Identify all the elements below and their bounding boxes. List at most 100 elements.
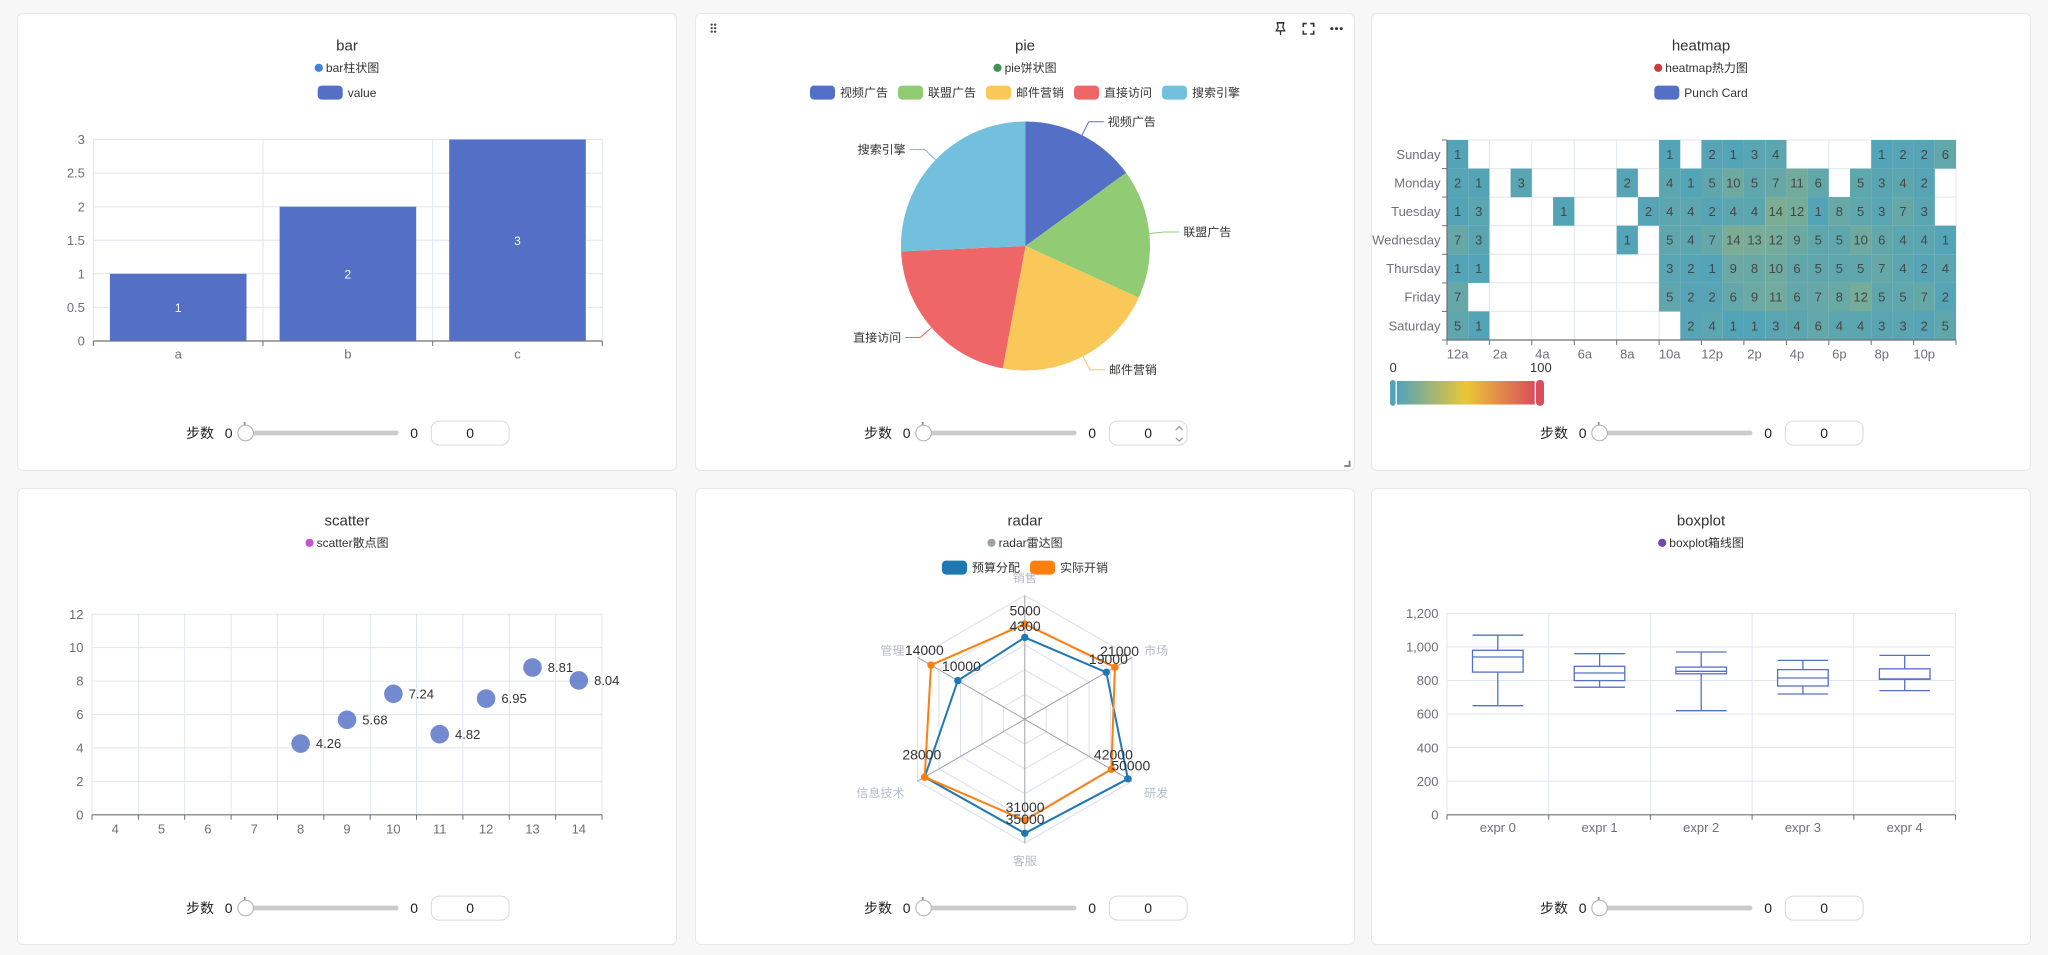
svg-text:1: 1 (1454, 147, 1461, 162)
svg-text:6: 6 (1815, 176, 1822, 191)
svg-text:10p: 10p (1913, 347, 1935, 362)
svg-text:1: 1 (1708, 261, 1715, 276)
svg-text:9: 9 (343, 821, 350, 836)
svg-text:4: 4 (1899, 176, 1906, 191)
svg-text:0: 0 (466, 900, 474, 916)
svg-text:10: 10 (1853, 233, 1867, 248)
svg-text:0: 0 (902, 425, 910, 441)
svg-text:0: 0 (1390, 360, 1397, 375)
svg-text:6.95: 6.95 (501, 691, 526, 706)
svg-text:8: 8 (1836, 290, 1843, 305)
svg-text:11: 11 (433, 821, 447, 836)
svg-text:1: 1 (1475, 176, 1482, 191)
svg-text:radar: radar (998, 536, 1026, 550)
svg-text:0: 0 (466, 425, 474, 441)
svg-text:expr 3: expr 3 (1785, 820, 1821, 835)
svg-text:6: 6 (76, 707, 83, 722)
svg-text:6: 6 (1793, 261, 1800, 276)
svg-text:11: 11 (1769, 290, 1783, 305)
svg-text:0: 0 (1579, 900, 1587, 916)
svg-text:2: 2 (1708, 204, 1715, 219)
svg-text:5: 5 (1454, 318, 1461, 333)
svg-text:1: 1 (1475, 318, 1482, 333)
svg-text:0: 0 (1088, 900, 1096, 916)
svg-text:10: 10 (1769, 261, 1783, 276)
svg-text:31000: 31000 (1005, 799, 1044, 815)
svg-text:3: 3 (1475, 204, 1482, 219)
svg-text:10: 10 (1726, 176, 1740, 191)
svg-text:2: 2 (1708, 290, 1715, 305)
svg-text:2: 2 (1899, 147, 1906, 162)
svg-text:35000: 35000 (1005, 810, 1044, 826)
svg-text:0: 0 (225, 900, 233, 916)
svg-text:2: 2 (1921, 261, 1928, 276)
svg-text:8p: 8p (1875, 347, 1889, 362)
svg-text:8: 8 (76, 673, 83, 688)
svg-text:6: 6 (1942, 147, 1949, 162)
svg-text:c: c (514, 347, 521, 362)
svg-text:12: 12 (1769, 233, 1783, 248)
svg-text:12: 12 (1790, 204, 1804, 219)
svg-text:heatmap: heatmap (1672, 38, 1730, 55)
svg-text:4.82: 4.82 (455, 726, 480, 741)
svg-text:1,200: 1,200 (1406, 606, 1439, 621)
svg-text:1: 1 (1454, 261, 1461, 276)
svg-text:3: 3 (1751, 147, 1758, 162)
svg-text:2: 2 (1942, 290, 1949, 305)
svg-text:9: 9 (1751, 290, 1758, 305)
svg-text:4: 4 (1730, 204, 1737, 219)
svg-text:10: 10 (386, 821, 400, 836)
svg-text:0: 0 (1764, 425, 1772, 441)
svg-text:6: 6 (1878, 233, 1885, 248)
svg-text:1,000: 1,000 (1406, 639, 1439, 654)
svg-text:6: 6 (1815, 318, 1822, 333)
svg-text:0: 0 (1088, 425, 1096, 441)
svg-text:0: 0 (1820, 900, 1828, 916)
svg-text:6p: 6p (1832, 347, 1846, 362)
svg-text:5: 5 (1857, 176, 1864, 191)
svg-text:1: 1 (1730, 318, 1737, 333)
svg-text:50000: 50000 (1111, 757, 1150, 773)
svg-text:5: 5 (158, 821, 165, 836)
svg-text:1: 1 (1730, 147, 1737, 162)
svg-text:4: 4 (1899, 261, 1906, 276)
svg-text:2: 2 (1708, 147, 1715, 162)
svg-text:2: 2 (1645, 204, 1652, 219)
svg-text:expr 4: expr 4 (1887, 820, 1923, 835)
svg-text:1: 1 (1624, 233, 1631, 248)
svg-text:4p: 4p (1790, 347, 1804, 362)
svg-text:3: 3 (1878, 318, 1885, 333)
svg-text:bar: bar (336, 38, 358, 55)
svg-text:14: 14 (1769, 204, 1783, 219)
svg-text:4: 4 (1666, 204, 1673, 219)
svg-text:5: 5 (1836, 233, 1843, 248)
svg-text:value: value (348, 86, 377, 100)
svg-text:21000: 21000 (1100, 642, 1139, 658)
svg-text:4.26: 4.26 (316, 736, 341, 751)
svg-text:28000: 28000 (902, 746, 941, 762)
svg-text:2: 2 (1687, 261, 1694, 276)
svg-text:14: 14 (1726, 233, 1740, 248)
svg-text:b: b (344, 347, 351, 362)
svg-text:7: 7 (1878, 261, 1885, 276)
svg-text:heatmap: heatmap (1665, 61, 1712, 75)
svg-text:100: 100 (1530, 360, 1552, 375)
svg-text:4: 4 (1687, 204, 1694, 219)
svg-text:3: 3 (78, 132, 85, 147)
svg-text:Monday: Monday (1394, 176, 1441, 191)
svg-text:boxplot: boxplot (1677, 512, 1726, 529)
svg-text:5: 5 (1899, 290, 1906, 305)
svg-text:1: 1 (1815, 204, 1822, 219)
svg-text:4: 4 (1793, 318, 1800, 333)
svg-text:expr 2: expr 2 (1683, 820, 1719, 835)
svg-text:0: 0 (78, 334, 85, 349)
svg-text:2a: 2a (1493, 347, 1508, 362)
svg-text:0: 0 (902, 900, 910, 916)
svg-text:8a: 8a (1620, 347, 1635, 362)
svg-text:42000: 42000 (1093, 746, 1132, 762)
svg-text:1.5: 1.5 (67, 233, 85, 248)
svg-text:radar: radar (1007, 512, 1042, 529)
svg-text:0.5: 0.5 (67, 300, 85, 315)
svg-text:4: 4 (1899, 233, 1906, 248)
svg-text:3: 3 (1921, 204, 1928, 219)
